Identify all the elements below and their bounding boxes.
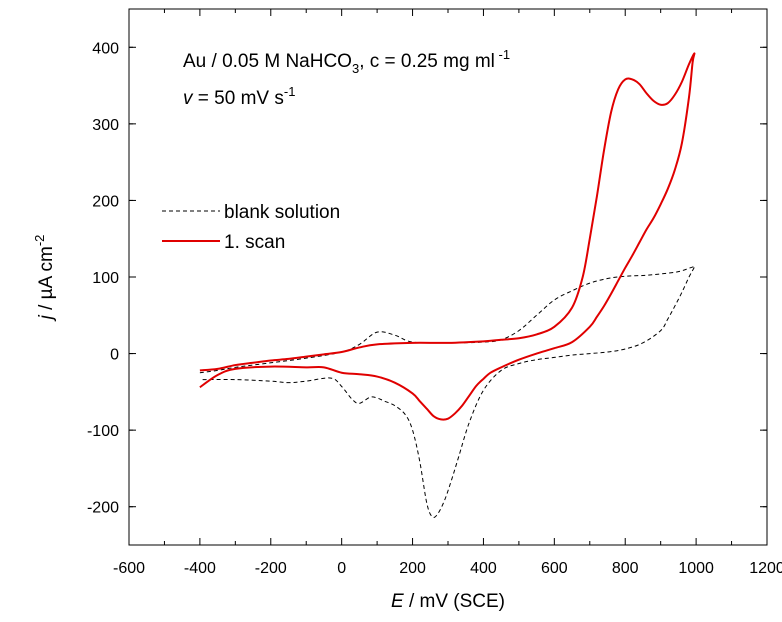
series-line-scan-1: [199, 52, 696, 421]
x-tick-label: -400: [184, 560, 216, 577]
annotation-line1: Au / 0.05 M NaHCO3, c = 0.25 mg ml -1: [183, 47, 510, 76]
legend-label-blank: blank solution: [224, 202, 340, 223]
x-tick-label: 800: [612, 560, 639, 577]
y-tick-label: -100: [87, 423, 119, 440]
axis-ticks: -600 -400 -200 0 200 400 600 800 1000 1200-200-10…: [87, 9, 782, 577]
y-tick-label: 0: [110, 347, 119, 364]
annotation-line2: v = 50 mV s-1: [183, 84, 295, 109]
y-tick-label: -200: [87, 500, 119, 517]
x-tick-label: -200: [255, 560, 287, 577]
x-tick-label: 1000: [678, 560, 714, 577]
y-tick-label: 100: [92, 270, 119, 287]
series-line-blank-solution: [199, 265, 696, 518]
x-tick-label: 1200: [749, 560, 782, 577]
y-axis-title: j / µA cm-2: [32, 235, 57, 323]
x-tick-label: -600: [113, 560, 145, 577]
y-tick-label: 300: [92, 117, 119, 134]
y-tick-label: 200: [92, 193, 119, 210]
x-axis-title: E / mV (SCE): [391, 591, 505, 612]
legend-label-scan1: 1. scan: [224, 232, 285, 253]
x-tick-label: 600: [541, 560, 568, 577]
x-tick-label: 0: [337, 560, 346, 577]
x-tick-label: 200: [399, 560, 426, 577]
x-tick-label: 400: [470, 560, 497, 577]
series-layer: [199, 52, 696, 518]
y-tick-label: 400: [92, 40, 119, 57]
legend: blank solution 1. scan: [162, 202, 340, 253]
